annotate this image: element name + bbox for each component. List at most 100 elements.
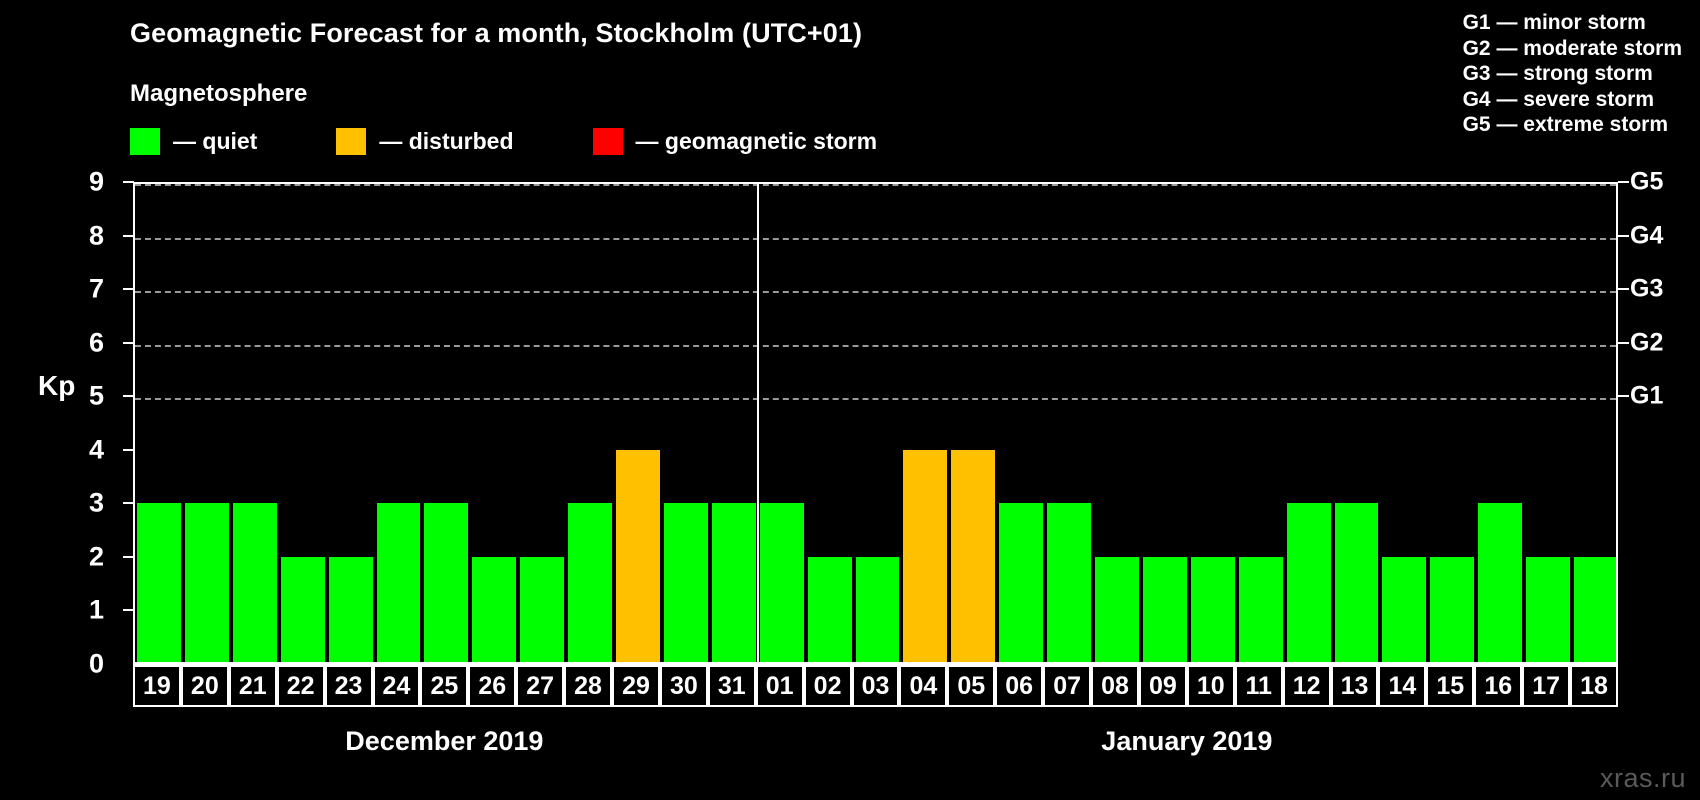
month-separator-line [756,184,759,664]
bar-day-28 [568,503,613,664]
day-cell-12[interactable]: 12 [1282,665,1331,707]
bar-day-29 [616,449,660,664]
bar-day-22 [280,556,325,664]
y-tick-label-3: 3 [88,487,104,518]
day-cell-05[interactable]: 05 [947,665,996,707]
day-cell-08[interactable]: 08 [1091,665,1139,707]
legend-entry-geomagnetic-storm: — geomagnetic storm [592,125,878,157]
g-scale-row-1: G1 — minor storm [1462,11,1646,34]
day-cell-18[interactable]: 18 [1570,665,1618,707]
bar-day-26 [472,556,517,664]
g-tick-label-G3: G3 [1630,274,1664,303]
y-tick-label-9: 9 [88,166,104,197]
bar-day-25 [424,503,469,664]
y-tick-mark-7 [123,288,134,291]
y-tick-label-6: 6 [88,327,104,358]
g-scale-row-2: G2 — moderate storm [1462,36,1682,60]
bar-day-06 [999,503,1044,664]
day-cell-13[interactable]: 13 [1330,665,1379,707]
day-cell-02[interactable]: 02 [803,665,852,707]
g-tick-mark-G3 [1618,288,1629,291]
g-tick-mark-G1 [1618,395,1629,398]
day-cell-04[interactable]: 04 [899,665,948,707]
day-cell-23[interactable]: 23 [324,665,373,707]
day-cell-01[interactable]: 01 [755,665,804,707]
y-tick-label-7: 7 [88,273,104,304]
y-tick-mark-3 [123,502,134,505]
y-tick-label-1: 1 [88,594,104,625]
legend-label: — disturbed [379,127,514,154]
day-cell-16[interactable]: 16 [1474,665,1523,707]
g-tick-label-G2: G2 [1630,328,1664,357]
bar-day-21 [232,503,277,664]
legend-label: — geomagnetic storm [635,127,878,154]
y-tick-mark-2 [123,555,134,558]
bar-day-02 [807,556,852,664]
day-cell-29[interactable]: 29 [612,665,660,707]
bar-day-03 [855,556,900,664]
y-tick-mark-1 [123,609,134,612]
y-tick-mark-6 [123,341,134,344]
day-cell-28[interactable]: 28 [564,665,613,707]
day-cell-14[interactable]: 14 [1378,665,1427,707]
day-cell-21[interactable]: 21 [228,665,277,707]
bar-day-31 [711,503,756,664]
day-cell-19[interactable]: 19 [133,665,181,707]
day-cell-22[interactable]: 22 [276,665,325,707]
day-cell-03[interactable]: 03 [851,665,900,707]
bar-day-09 [1142,556,1187,664]
day-cell-10[interactable]: 10 [1186,665,1235,707]
day-cell-26[interactable]: 26 [468,665,517,707]
bar-day-27 [520,556,565,664]
day-cell-20[interactable]: 20 [180,665,229,707]
bar-day-10 [1190,556,1235,664]
plot-inner [135,184,1616,664]
bar-day-19 [137,503,181,664]
gridline-kp-7 [135,291,1616,294]
y-tick-label-2: 2 [88,541,104,572]
bar-day-04 [903,449,948,664]
g-tick-mark-G2 [1618,341,1629,344]
legend-entry-quiet: — quiet [130,125,257,157]
month-caption-2: January 2019 [1101,726,1273,756]
day-cell-07[interactable]: 07 [1043,665,1092,707]
bar-day-01 [759,503,804,664]
day-cell-17[interactable]: 17 [1522,665,1571,707]
day-cell-11[interactable]: 11 [1234,665,1283,707]
y-axis-title: Kp [38,370,76,401]
bar-day-23 [328,556,373,664]
color-legend: — quiet — disturbed — geomagnetic storm [130,125,877,157]
g-scale-row-3: G3 — strong storm [1462,62,1653,85]
day-cell-30[interactable]: 30 [659,665,708,707]
bar-day-15 [1430,556,1475,664]
bar-day-18 [1574,556,1616,664]
y-tick-mark-4 [123,448,134,451]
day-cell-09[interactable]: 09 [1138,665,1187,707]
y-tick-label-8: 8 [88,220,104,251]
g-scale-row-4: G4 — severe storm [1462,87,1655,111]
g-scale-legend: G1 — minor storm G2 — moderate storm G3 — … [1463,10,1682,138]
bar-day-24 [376,503,421,664]
bar-day-17 [1526,556,1571,664]
day-cell-06[interactable]: 06 [995,665,1044,707]
bar-day-05 [951,449,996,664]
bar-day-16 [1478,503,1523,664]
legend-label: — quiet [173,127,258,154]
bar-day-11 [1238,556,1283,664]
day-cell-24[interactable]: 24 [372,665,421,707]
day-cell-31[interactable]: 31 [707,665,756,707]
quiet-swatch [130,127,160,155]
y-tick-mark-8 [123,234,134,237]
y-tick-label-4: 4 [88,434,104,465]
day-cell-27[interactable]: 27 [516,665,565,707]
g-scale-row-5: G5 — extreme storm [1462,113,1669,136]
bar-day-08 [1095,556,1139,664]
y-tick-label-0: 0 [88,648,104,679]
storm-swatch [592,127,623,155]
bar-day-20 [184,503,229,664]
gridline-kp-6 [135,344,1616,347]
day-cell-15[interactable]: 15 [1426,665,1475,707]
x-axis-baseline [133,662,1618,665]
plot-area [133,182,1618,664]
day-cell-25[interactable]: 25 [420,665,469,707]
